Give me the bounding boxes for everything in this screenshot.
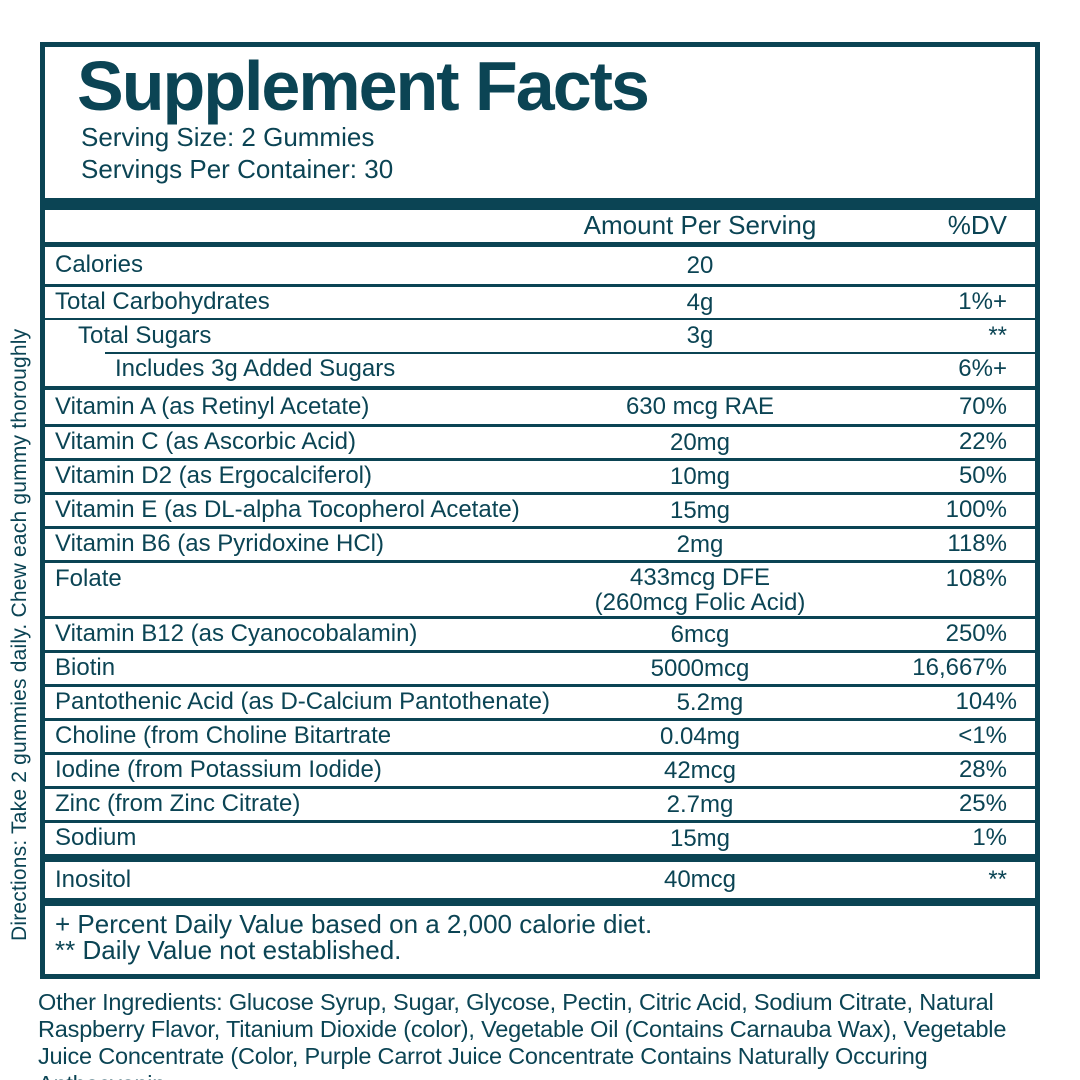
nutrient-dv: 104% — [955, 688, 1017, 716]
table-row-sodium: Sodium 15mg 1% — [45, 819, 1035, 854]
nutrient-label: Folate — [55, 564, 122, 592]
nutrient-label: Pantothenic Acid (as D-Calcium Pantothen… — [55, 688, 550, 716]
nutrient-dv: 25% — [958, 790, 1007, 818]
table-row-vitamin-b6: Vitamin B6 (as Pyridoxine HCl) 2mg 118% — [45, 525, 1035, 560]
nutrient-label: Total Carbohydrates — [55, 288, 270, 316]
nutrient-amount: 15mg — [669, 824, 731, 852]
nutrient-amount: 5000mcg — [650, 654, 750, 682]
nutrient-dv: 118% — [947, 530, 1007, 558]
directions-vertical-text: Directions: Take 2 gummies daily. Chew e… — [8, 328, 31, 941]
nutrient-dv: 50% — [958, 462, 1007, 490]
nutrient-label: Iodine (from Potassium Iodide) — [55, 756, 382, 784]
table-row-added-sugars: Includes 3g Added Sugars 6%+ — [45, 351, 1035, 386]
footnote-daily-value: + Percent Daily Value based on a 2,000 c… — [55, 908, 653, 939]
nutrient-amount-line2: (260mcg Folic Acid) — [594, 589, 806, 617]
nutrient-amount: 2.7mg — [666, 790, 734, 818]
nutrient-dv: <1% — [958, 722, 1007, 750]
table-row-total-carbohydrates: Total Carbohydrates 4g 1%+ — [45, 283, 1035, 318]
nutrient-label: Zinc (from Zinc Citrate) — [55, 790, 301, 818]
nutrient-label: Vitamin E (as DL-alpha Tocopherol Acetat… — [55, 496, 520, 524]
table-row-vitamin-d2: Vitamin D2 (as Ergocalciferol) 10mg 50% — [45, 457, 1035, 492]
nutrient-label: Sodium — [55, 824, 137, 852]
nutrient-dv: 70% — [958, 392, 1007, 420]
table-row-vitamin-c: Vitamin C (as Ascorbic Acid) 20mg 22% — [45, 423, 1035, 458]
nutrient-amount: 20mg — [669, 428, 731, 456]
nutrient-amount: 6mcg — [670, 620, 730, 648]
nutrient-dv: 28% — [958, 756, 1007, 784]
table-row-inositol: Inositol 40mcg ** — [45, 853, 1035, 898]
servings-per-container: Servings Per Container: 30 — [81, 154, 394, 185]
other-ingredients: Other Ingredients: Glucose Syrup, Sugar,… — [38, 988, 1007, 1080]
divider-thick — [45, 197, 1035, 210]
nutrient-dv: 100% — [945, 496, 1007, 524]
supplement-facts-panel: Supplement Facts Serving Size: 2 Gummies… — [40, 42, 1040, 979]
table-header-row: Amount Per Serving %DV — [45, 210, 1035, 247]
nutrient-label: Vitamin B6 (as Pyridoxine HCl) — [55, 530, 385, 558]
nutrient-amount: 42mcg — [663, 756, 737, 784]
nutrient-label: Vitamin A (as Retinyl Acetate) — [55, 392, 370, 420]
below-panel-text: Other Ingredients: Glucose Syrup, Sugar,… — [38, 989, 1040, 1080]
nutrient-label: Calories — [55, 251, 144, 279]
footnote-not-established: ** Daily Value not established. — [55, 935, 402, 966]
nutrient-amount: 3g — [686, 322, 714, 350]
serving-size: Serving Size: 2 Gummies — [81, 122, 375, 153]
table-row-total-sugars: Total Sugars 3g ** — [45, 317, 1035, 352]
nutrient-label: Vitamin C (as Ascorbic Acid) — [55, 428, 356, 456]
nutrient-amount-line1: 433mcg DFE — [629, 563, 771, 591]
dv-header: %DV — [947, 210, 1007, 241]
nutrient-amount: 5.2mg — [676, 688, 744, 716]
nutrient-label: Biotin — [55, 654, 116, 682]
panel-title: Supplement Facts — [77, 47, 650, 125]
nutrient-dv: 1%+ — [958, 288, 1007, 316]
nutrient-amount: 10mg — [669, 462, 731, 490]
nutrient-dv: 6%+ — [958, 354, 1007, 382]
nutrient-amount: 15mg — [669, 496, 731, 524]
nutrient-dv: ** — [988, 321, 1007, 349]
table-row-choline: Choline (from Choline Bitartrate 0.04mg … — [45, 717, 1035, 752]
nutrient-dv: ** — [988, 865, 1007, 893]
nutrient-amount: 40mcg — [663, 866, 737, 894]
amount-per-serving-header: Amount Per Serving — [583, 210, 817, 241]
nutrient-dv: 250% — [945, 620, 1007, 648]
nutrient-amount: 2mg — [676, 530, 724, 558]
nutrient-label: Inositol — [55, 865, 132, 893]
nutrient-amount: 433mcg DFE (260mcg Folic Acid) — [540, 563, 860, 617]
nutrient-label: Total Sugars — [78, 321, 212, 349]
table-row-zinc: Zinc (from Zinc Citrate) 2.7mg 25% — [45, 785, 1035, 820]
nutrient-dv: 22% — [958, 428, 1007, 456]
table-row-pantothenic-acid: Pantothenic Acid (as D-Calcium Pantothen… — [45, 683, 1035, 718]
title-block: Supplement Facts Serving Size: 2 Gummies… — [45, 47, 1035, 198]
table-row-calories: Calories 20 — [45, 247, 1035, 284]
nutrient-label: Vitamin D2 (as Ergocalciferol) — [55, 462, 373, 490]
table-row-vitamin-b12: Vitamin B12 (as Cyanocobalamin) 6mcg 250… — [45, 615, 1035, 650]
footnotes: + Percent Daily Value based on a 2,000 c… — [45, 897, 1035, 974]
table-row-vitamin-a: Vitamin A (as Retinyl Acetate) 630 mcg R… — [45, 385, 1035, 424]
nutrient-label: Choline (from Choline Bitartrate — [55, 722, 392, 750]
nutrient-amount: 0.04mg — [659, 722, 741, 750]
table-row-biotin: Biotin 5000mcg 16,667% — [45, 649, 1035, 684]
table-row-folate: Folate 433mcg DFE (260mcg Folic Acid) 10… — [45, 559, 1035, 617]
nutrient-dv: 1% — [972, 824, 1007, 852]
nutrient-dv: 108% — [945, 564, 1007, 592]
nutrient-amount: 4g — [686, 288, 714, 316]
table-row-vitamin-e: Vitamin E (as DL-alpha Tocopherol Acetat… — [45, 491, 1035, 526]
nutrient-dv: 16,667% — [912, 654, 1007, 682]
table-row-iodine: Iodine (from Potassium Iodide) 42mcg 28% — [45, 751, 1035, 786]
nutrient-amount: 630 mcg RAE — [625, 393, 775, 421]
nutrient-amount: 20 — [686, 251, 714, 279]
nutrient-label: Vitamin B12 (as Cyanocobalamin) — [55, 620, 418, 648]
nutrient-label: Includes 3g Added Sugars — [115, 354, 396, 382]
